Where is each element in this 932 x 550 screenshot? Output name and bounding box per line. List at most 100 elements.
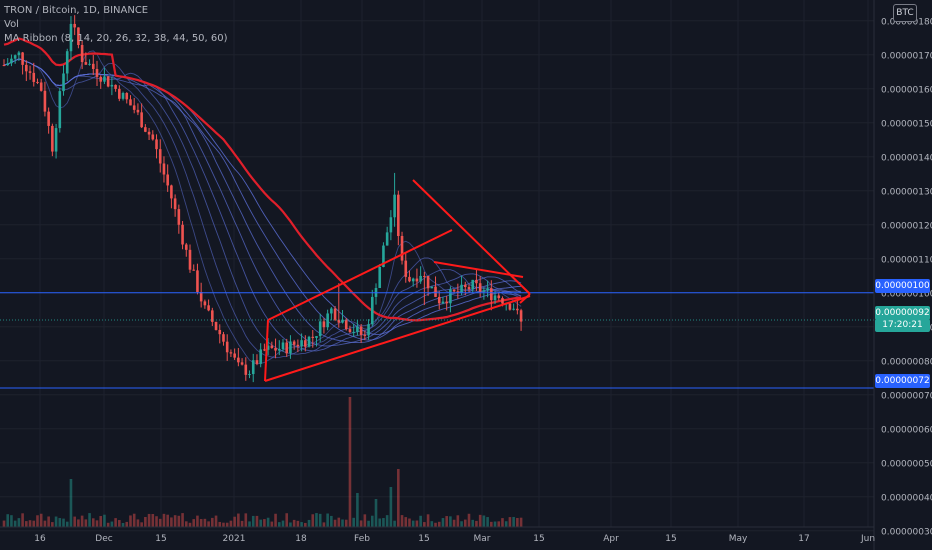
legend-symbol[interactable]: TRON / Bitcoin, 1D, BINANCE <box>4 5 149 16</box>
time-tick-label: Mar <box>474 534 491 544</box>
volume-bar <box>404 517 408 527</box>
volume-bar <box>449 516 452 527</box>
candle-body <box>140 112 143 128</box>
candle-body <box>493 295 497 301</box>
candle-body <box>452 289 456 292</box>
candle-body <box>177 209 181 225</box>
volume-bar <box>181 513 184 527</box>
volume-bar <box>237 513 240 527</box>
volume-bar <box>199 519 203 527</box>
volume-bar <box>411 520 415 527</box>
candle-body <box>54 128 58 152</box>
candle-body <box>251 360 255 375</box>
candle-body <box>266 345 270 350</box>
candle-body <box>184 244 188 250</box>
candle-body <box>118 88 121 99</box>
volume-bar <box>121 522 125 527</box>
price-tick-label: 0.00000160 <box>881 85 932 95</box>
trendline[interactable] <box>264 319 269 382</box>
trendline[interactable] <box>267 229 453 321</box>
volume-bar <box>389 487 393 527</box>
candle-body <box>478 283 482 292</box>
volume-bar <box>460 521 463 527</box>
candle-body <box>62 73 65 92</box>
volume-bar <box>125 521 129 527</box>
candle-body <box>196 270 199 292</box>
ma-ribbon-line <box>3 50 522 365</box>
ma-ribbon <box>3 50 522 365</box>
volume-bar <box>356 493 359 527</box>
candle-body <box>304 340 307 347</box>
price-axis[interactable]: 0.00000180 0.00000170 0.00000160 0.00000150… <box>881 17 932 537</box>
volume-bar <box>184 521 188 527</box>
volume-bar <box>47 516 50 527</box>
volume-bar <box>300 522 303 527</box>
volume-bar <box>173 515 177 527</box>
volume-bar <box>337 517 341 527</box>
volume-bar <box>69 479 73 527</box>
volume-bar <box>36 515 39 527</box>
volume-bar <box>307 519 311 527</box>
price-tick-label: 0.00000050 <box>881 459 932 469</box>
candle-body <box>10 58 13 64</box>
volume-bar <box>95 520 99 527</box>
volume-bar <box>277 522 281 527</box>
candle-body <box>471 279 475 290</box>
candle-body <box>285 342 289 354</box>
trendline[interactable] <box>519 293 531 304</box>
volume-bar <box>222 522 225 527</box>
candle-body <box>188 249 192 270</box>
candle-body <box>449 289 452 304</box>
volume-bar <box>274 513 277 527</box>
volume-bar <box>519 517 523 527</box>
volume-bar <box>330 515 333 527</box>
volume-bar <box>91 518 95 527</box>
volume-bar <box>43 520 47 527</box>
volume-bar <box>497 521 501 527</box>
volume-bar <box>322 522 326 527</box>
candle-body <box>456 291 460 293</box>
candle-body <box>389 217 393 233</box>
horizontal-lines[interactable] <box>0 292 874 389</box>
time-axis[interactable]: 16 Dec 15 2021 18 Feb 15 Mar 15 Apr 15 May 17 Jun <box>34 534 875 544</box>
candle-body <box>337 319 341 323</box>
trendline[interactable] <box>433 261 524 278</box>
volume-bar <box>263 519 266 527</box>
volume-bar <box>196 515 199 527</box>
candle-body <box>333 308 337 320</box>
volume-bar <box>28 520 32 527</box>
volume-bar <box>374 499 378 527</box>
candle-body <box>192 269 196 271</box>
candle-body <box>170 185 173 199</box>
trendline[interactable] <box>264 295 531 382</box>
candle-body <box>229 352 233 354</box>
volume-bar <box>289 522 292 527</box>
volume-bar <box>382 518 385 527</box>
candle-body <box>155 139 158 150</box>
volume-bar <box>445 516 448 527</box>
ma-ribbon-line <box>3 58 522 335</box>
volume-bar <box>162 513 166 527</box>
candle-body <box>21 52 24 65</box>
legend-volume[interactable]: Vol <box>4 19 19 30</box>
volume-bar <box>192 519 196 527</box>
volume-bar <box>214 515 218 527</box>
price-tick-label: 0.00000070 <box>881 391 932 401</box>
triangle-pattern-drawing[interactable] <box>264 179 531 382</box>
resistance-price-tag: 0.00000100 <box>875 279 930 293</box>
candle-body <box>225 341 229 353</box>
price-tick-label: 0.00000150 <box>881 119 932 129</box>
candlesticks <box>2 15 523 383</box>
candle-body <box>173 198 177 210</box>
volume-bar <box>2 520 6 527</box>
currency-badge[interactable]: BTC <box>893 4 917 22</box>
volume-bar <box>270 521 274 527</box>
candle-body <box>255 360 259 364</box>
candle-body <box>300 340 303 347</box>
volume-bar <box>463 519 467 527</box>
legend-ribbon[interactable]: MA Ribbon (8, 14, 20, 26, 32, 38, 44, 50… <box>4 33 228 44</box>
ma-ribbon-line <box>3 58 522 355</box>
time-tick-label: 18 <box>295 534 307 544</box>
